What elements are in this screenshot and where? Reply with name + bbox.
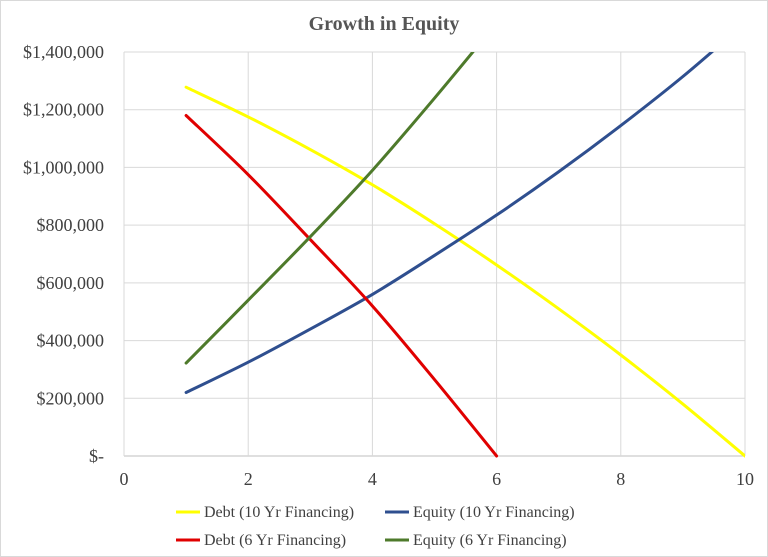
y-tick-label: $200,000 bbox=[37, 388, 105, 408]
x-tick-label: 4 bbox=[368, 469, 377, 489]
x-tick-label: 0 bbox=[120, 469, 129, 489]
legend-item-debt-6-yr-financing: Debt (6 Yr Financing) bbox=[176, 532, 346, 549]
x-axis-tick-labels: 0 2 4 6 8 10 bbox=[120, 469, 755, 489]
legend-label: Equity (10 Yr Financing) bbox=[413, 504, 575, 521]
legend-label: Debt (6 Yr Financing) bbox=[204, 532, 346, 549]
series-lines bbox=[184, 52, 745, 458]
legend: Debt (10 Yr Financing) Equity (10 Yr Fina… bbox=[176, 504, 575, 549]
legend-label: Equity (6 Yr Financing) bbox=[413, 532, 567, 549]
y-axis-tick-labels: $- $200,000 $400,000 $600,000 $800,000 $1,000… bbox=[23, 42, 104, 466]
legend-item-equity-10-yr-financing: Equity (10 Yr Financing) bbox=[385, 504, 575, 521]
y-tick-label: $1,400,000 bbox=[23, 42, 104, 62]
y-tick-label: $400,000 bbox=[37, 331, 105, 351]
y-tick-label: $- bbox=[89, 446, 104, 466]
chart-title: Growth in Equity bbox=[309, 13, 460, 35]
y-tick-label: $1,000,000 bbox=[23, 157, 104, 177]
y-tick-label: $1,200,000 bbox=[23, 100, 104, 120]
series-line-equity-10-yr-financing bbox=[184, 52, 715, 395]
legend-item-equity-6-yr-financing: Equity (6 Yr Financing) bbox=[385, 532, 567, 549]
x-tick-label: 2 bbox=[244, 469, 253, 489]
y-tick-label: $600,000 bbox=[37, 273, 105, 293]
series-line-debt-6-yr-financing bbox=[184, 113, 499, 458]
series-line-debt-10-yr-financing bbox=[184, 85, 745, 458]
x-tick-label: 6 bbox=[492, 469, 501, 489]
legend-label: Debt (10 Yr Financing) bbox=[204, 504, 354, 521]
legend-item-debt-10-yr-financing: Debt (10 Yr Financing) bbox=[176, 504, 354, 521]
series-line-equity-6-yr-financing bbox=[184, 52, 475, 365]
x-tick-label: 10 bbox=[736, 469, 754, 489]
x-tick-label: 8 bbox=[616, 469, 625, 489]
y-tick-label: $800,000 bbox=[37, 215, 105, 235]
